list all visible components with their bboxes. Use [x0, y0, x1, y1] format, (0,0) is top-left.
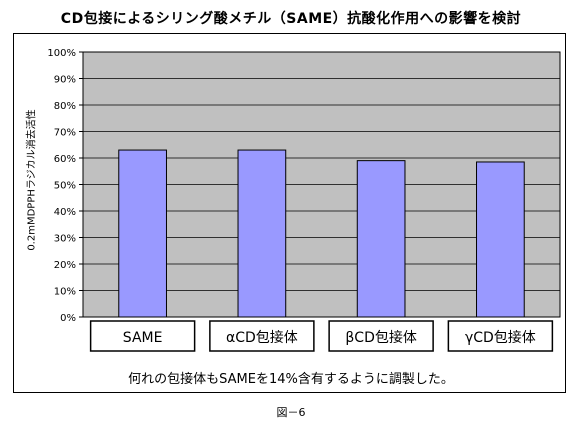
- y-axis-ticks: 0% 10% 20% 30% 40% 50% 60% 70% 80% 90% 100%: [47, 48, 83, 324]
- y-tick-label: 60%: [54, 154, 76, 165]
- y-tick-label: 70%: [54, 128, 76, 139]
- x-category-box: [89, 320, 196, 352]
- bars: [118, 149, 525, 318]
- y-tick-label: 50%: [54, 181, 76, 192]
- y-tick-label: 90%: [54, 75, 76, 86]
- bar: [356, 160, 406, 318]
- chart-note: 何れの包接体もSAMEを14%含有するように調製した。: [128, 372, 454, 387]
- x-category-label: βCD包接体: [345, 329, 417, 346]
- y-tick-label: 100%: [47, 48, 76, 59]
- y-tick-label: 10%: [54, 287, 76, 298]
- bar: [237, 149, 287, 318]
- bar: [476, 161, 525, 318]
- x-axis-categories: SAME αCD包接体 βCD包接体 γCD包接体: [89, 320, 554, 352]
- y-tick-label: 30%: [54, 234, 76, 245]
- x-category-box: [209, 320, 315, 352]
- y-tick-label: 80%: [54, 101, 76, 112]
- x-category-label: SAME: [123, 330, 163, 346]
- y-tick-label: 40%: [54, 207, 76, 218]
- figure-caption: 図－6: [276, 406, 306, 419]
- y-tick-label: 0%: [60, 313, 76, 324]
- x-category-label: γCD包接体: [465, 329, 536, 346]
- x-category-label: αCD包接体: [226, 329, 298, 346]
- x-category-box: [447, 320, 554, 352]
- chart-title: CD包接によるシリング酸メチル（SAME）抗酸化作用への影響を検討: [60, 11, 522, 27]
- x-category-box: [328, 320, 434, 352]
- bar: [118, 149, 167, 318]
- y-tick-label: 20%: [54, 260, 76, 271]
